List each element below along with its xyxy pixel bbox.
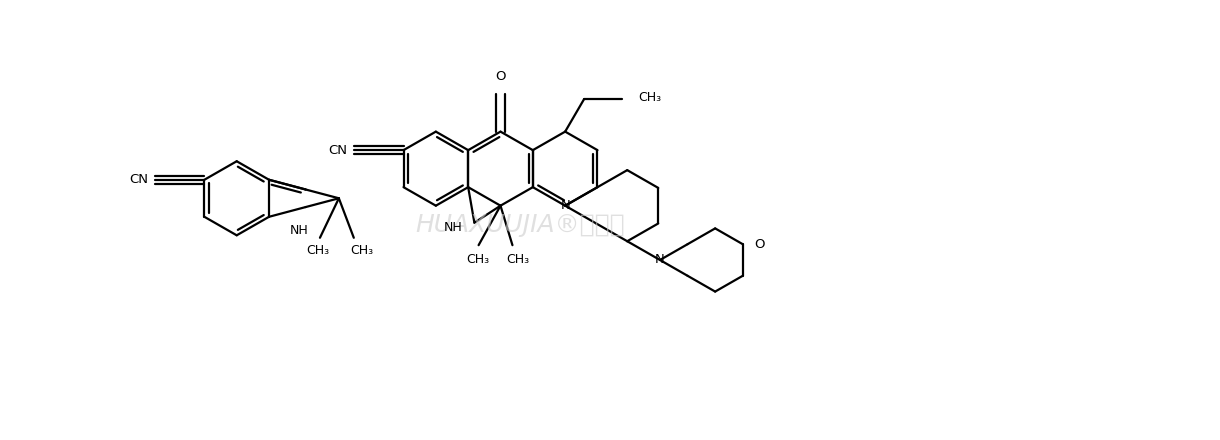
Text: N: N [560,199,570,212]
Text: HUAXUUJIA®化学制: HUAXUUJIA®化学制 [416,213,625,237]
Text: NH: NH [444,221,462,234]
Text: N: N [655,253,665,267]
Text: CN: CN [129,173,148,186]
Text: CH₃: CH₃ [638,91,661,104]
Text: CH₃: CH₃ [350,244,373,257]
Text: O: O [495,70,506,83]
Text: CH₃: CH₃ [306,244,329,257]
Text: CH₃: CH₃ [466,253,489,265]
Text: CH₃: CH₃ [506,253,529,265]
Text: NH: NH [290,224,309,237]
Text: O: O [755,238,765,251]
Text: CN: CN [328,143,348,157]
